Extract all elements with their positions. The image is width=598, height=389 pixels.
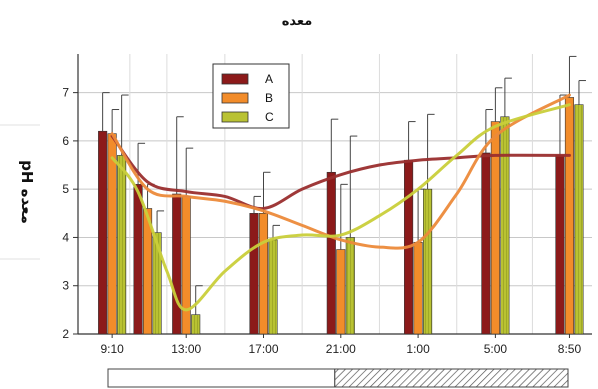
trend-line-c <box>110 103 571 312</box>
x-tick-label: 13:00 <box>171 342 201 356</box>
trend-line-a <box>110 134 571 210</box>
bar-a <box>133 184 143 335</box>
bar-c <box>345 237 355 335</box>
x-tick-label: 17:00 <box>248 342 278 356</box>
dark-period <box>334 368 569 388</box>
y-tick-label: 2 <box>62 327 69 341</box>
bar-b <box>181 196 191 335</box>
x-tick-label: 21:00 <box>326 342 356 356</box>
y-tick-label: 4 <box>62 230 69 244</box>
y-tick-label: 5 <box>62 182 69 196</box>
chart-title: معده <box>282 14 313 29</box>
bar-c <box>191 314 201 335</box>
x-tick-label: 9:10 <box>100 342 124 356</box>
y-tick-label: 6 <box>62 134 69 148</box>
x-tick-label: 5:00 <box>484 342 508 356</box>
bar-c <box>423 188 433 335</box>
legend-label-b: B <box>265 91 273 105</box>
bar-a <box>249 213 259 335</box>
y-tick-label: 7 <box>62 86 69 100</box>
bar-c <box>117 155 127 335</box>
bar-b <box>564 97 575 335</box>
bar-b <box>490 121 500 335</box>
legend-label-c: C <box>265 110 274 124</box>
bar-a <box>481 152 491 335</box>
legend-swatch-c <box>221 111 249 123</box>
light-period <box>107 368 336 388</box>
bar-b <box>107 133 117 335</box>
legend: ABC <box>212 63 290 129</box>
plot-area: 2 3 4 5 6 7 9:10 13:00 17:00 21:00 1:00 5:00 8:50 <box>62 54 592 356</box>
bar-c <box>574 104 584 335</box>
x-tick-label: 1:00 <box>406 342 430 356</box>
bar-a <box>98 130 108 335</box>
x-tick-label: 8:50 <box>558 342 582 356</box>
y-tick-label: 3 <box>62 279 69 293</box>
bar-c <box>268 239 278 335</box>
bar-a <box>555 155 565 335</box>
bar-c <box>500 116 510 335</box>
legend-label-a: A <box>265 72 273 86</box>
bar-b <box>413 241 423 335</box>
bar-a <box>172 193 182 335</box>
bar-a <box>326 171 336 335</box>
y-axis-label: pH معده <box>18 160 36 224</box>
bar-b <box>336 249 346 335</box>
light-dark-bar <box>107 368 569 388</box>
bar-b <box>258 213 269 335</box>
legend-swatch-b <box>221 92 249 104</box>
legend-swatch-a <box>221 73 249 85</box>
